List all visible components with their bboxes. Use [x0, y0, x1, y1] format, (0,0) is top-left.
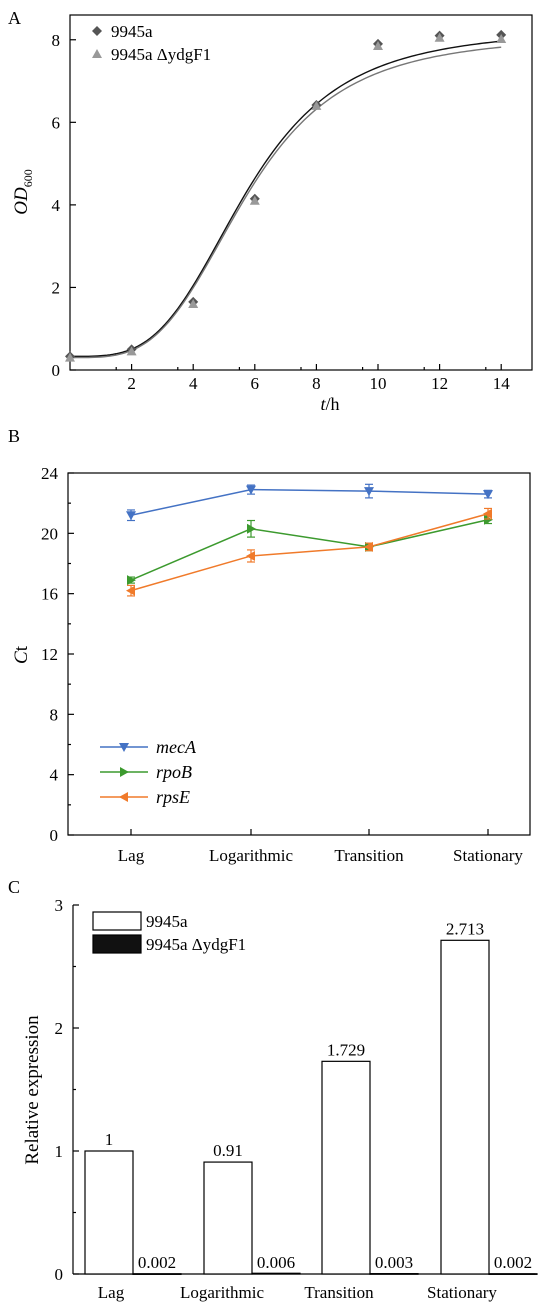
bar-mutant	[251, 1272, 301, 1275]
legend-label-b: rpoB	[156, 762, 192, 782]
legend-swatch-c	[92, 934, 142, 954]
bar-value-label: 0.002	[494, 1253, 532, 1272]
bar-wildtype	[321, 1060, 371, 1275]
x-tick-label-b: Stationary	[453, 846, 523, 865]
legend-label-a: 9945a	[111, 22, 153, 41]
x-tick-label-c: Stationary	[427, 1283, 497, 1302]
data-point-rpsE	[483, 508, 492, 519]
y-axis-label-b: Ct	[11, 645, 32, 664]
data-point-a	[434, 32, 445, 42]
x-tick-label-a: 14	[493, 374, 511, 393]
bar-mutant	[488, 1273, 538, 1275]
x-tick-label-c: Lag	[98, 1283, 125, 1302]
data-point-a	[311, 100, 322, 110]
data-point-rpoB	[247, 523, 256, 534]
x-tick-label-c: Logarithmic	[180, 1283, 264, 1302]
y-tick-label-b: 12	[41, 645, 58, 664]
bar-wildtype	[84, 1150, 134, 1275]
legend-marker-b	[119, 743, 129, 752]
y-tick-label-a: 6	[52, 113, 61, 132]
y-tick-label-a: 0	[52, 361, 61, 380]
bar-wildtype	[203, 1161, 253, 1275]
data-point-a	[188, 298, 199, 308]
x-tick-label-a: 4	[189, 374, 198, 393]
panel-c: C 0 1 2 3 Lag Logarithmic Transition Stationary…	[8, 877, 538, 1302]
data-point-a	[249, 195, 260, 205]
data-point-rpsE	[126, 585, 135, 596]
y-tick-label-b: 24	[41, 464, 59, 483]
panel-letter-a: A	[8, 8, 21, 28]
data-point-rpsE	[246, 550, 255, 561]
y-tick-label-b: 4	[50, 766, 59, 785]
y-tick-label-c: 1	[55, 1142, 64, 1161]
x-axis-label-a: t/h	[320, 394, 339, 414]
data-point-a	[373, 40, 383, 50]
x-tick-label-a: 2	[127, 374, 136, 393]
x-tick-label-b: Lag	[118, 846, 145, 865]
data-point-rpsE	[364, 541, 373, 552]
y-tick-label-a: 2	[52, 278, 61, 297]
bar-wildtype	[440, 939, 490, 1275]
bar-value-label: 2.713	[446, 919, 484, 938]
y-tick-label-a: 8	[52, 31, 61, 50]
legend-marker-b	[119, 792, 128, 802]
data-point-rpoB	[484, 514, 493, 525]
y-axis-label-c: Relative expression	[22, 1015, 43, 1165]
series-line-mecA	[130, 488, 489, 516]
bar-mutant	[132, 1273, 182, 1275]
data-point-mecA	[483, 490, 493, 500]
y-tick-label-b: 20	[41, 524, 58, 543]
y-tick-label-c: 2	[55, 1019, 64, 1038]
plot-frame-b	[67, 472, 531, 836]
x-tick-label-b: Transition	[334, 846, 404, 865]
bar-value-label: 1	[105, 1130, 114, 1149]
y-tick-label-c: 0	[55, 1265, 64, 1284]
y-tick-label-b: 8	[50, 705, 59, 724]
legend-marker-a	[92, 26, 102, 36]
bar-value-label: 0.91	[213, 1141, 243, 1160]
x-tick-label-b: Logarithmic	[209, 846, 293, 865]
x-tick-label-a: 12	[431, 374, 448, 393]
plot-frame-a	[69, 14, 533, 371]
data-point-mecA	[246, 485, 256, 495]
series-line-rpsE	[130, 513, 489, 592]
y-tick-label-c: 3	[55, 896, 64, 915]
data-point-a	[496, 33, 507, 43]
bar-value-label: 1.729	[327, 1040, 365, 1059]
legend-label-c: 9945a ΔydgF1	[146, 935, 246, 954]
data-point-a	[126, 346, 137, 356]
series-line-rpoB	[130, 519, 489, 581]
legend-label-b: rpsE	[156, 787, 190, 807]
bar-mutant	[369, 1273, 419, 1275]
y-tick-label-b: 16	[41, 585, 58, 604]
x-tick-label-a: 8	[312, 374, 321, 393]
bar-value-label: 0.006	[257, 1253, 295, 1272]
panel-letter-c: C	[8, 877, 20, 897]
fit-curve-a	[70, 40, 502, 358]
y-tick-label-a: 4	[52, 196, 61, 215]
legend-marker-a	[92, 49, 102, 58]
panel-letter-b: B	[8, 426, 20, 446]
legend-label-a: 9945a ΔydgF1	[111, 45, 211, 64]
x-tick-label-a: 6	[251, 374, 260, 393]
data-point-mecA	[126, 511, 136, 521]
fit-curve-a	[70, 46, 502, 359]
data-point-rpoB	[127, 575, 136, 586]
legend-marker-b	[120, 767, 129, 777]
bar-value-label: 0.002	[138, 1253, 176, 1272]
x-tick-label-a: 10	[370, 374, 387, 393]
panel-b: B 0 4 8 12 16 20 24 Lag Logarithmic Transition Sta…	[8, 426, 531, 865]
y-tick-label-b: 0	[50, 826, 59, 845]
data-point-a	[65, 352, 75, 362]
legend-swatch-c	[92, 911, 142, 931]
data-point-mecA	[364, 487, 374, 497]
legend-label-b: mecA	[156, 737, 197, 757]
legend-label-c: 9945a	[146, 912, 188, 931]
bar-value-label: 0.003	[375, 1253, 413, 1272]
x-tick-label-c: Transition	[304, 1283, 374, 1302]
y-axis-label-a: OD600	[11, 169, 35, 214]
